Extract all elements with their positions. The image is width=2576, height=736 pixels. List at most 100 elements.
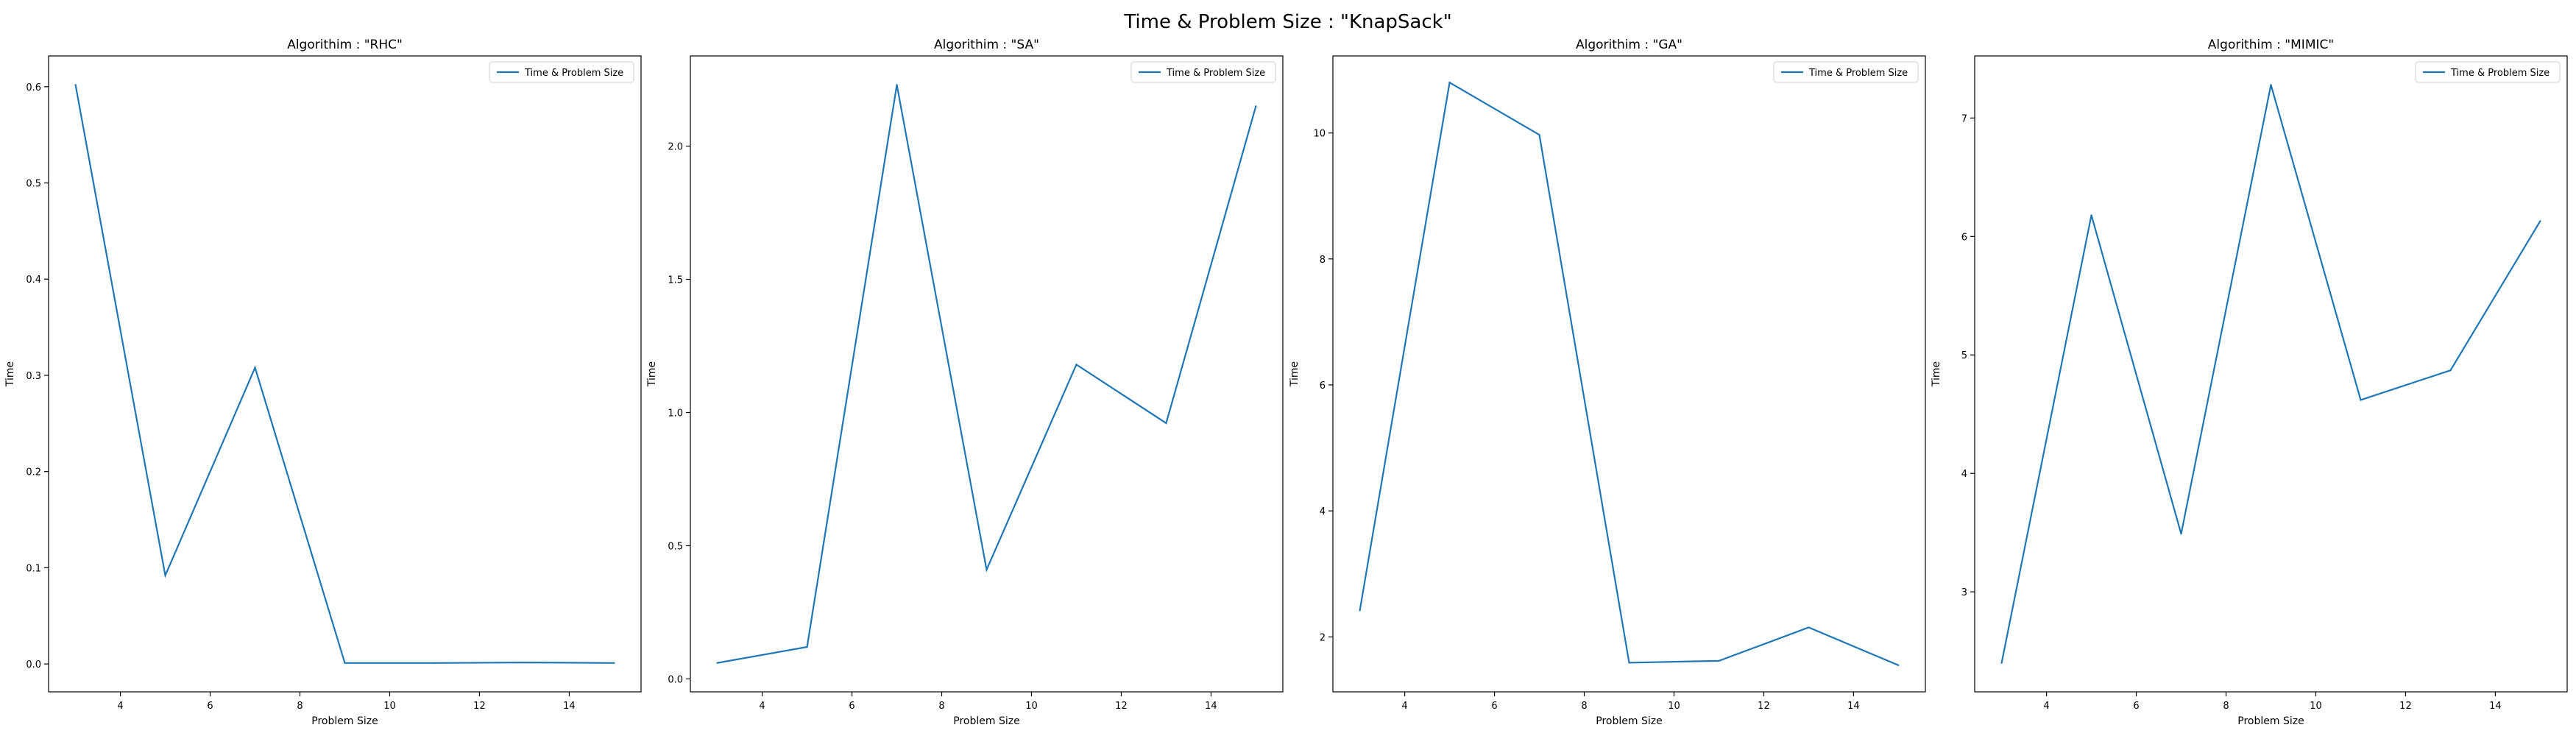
chart-title: Algorithim : "GA" <box>1576 38 1682 52</box>
y-tick-label: 5 <box>1961 350 1967 361</box>
data-point <box>254 367 256 369</box>
x-tick-label: 14 <box>563 701 576 712</box>
chart-panel-2: Algorithim : "SA" 4 6 8 10 12 14 0.0 0.5 1.0 1.5 2.… <box>646 38 1284 727</box>
y-tick-label: 0.3 <box>26 371 41 382</box>
legend-label: Time & Problem Size <box>1808 68 1908 79</box>
y-tick-label: 0.6 <box>26 82 41 93</box>
legend-label: Time & Problem Size <box>2450 68 2550 79</box>
legend-label: Time & Problem Size <box>524 68 623 79</box>
y-tick-label: 7 <box>1961 113 1967 124</box>
x-axis-label: Problem Size <box>311 715 378 727</box>
x-tick-label: 10 <box>1025 701 1038 712</box>
charts-group: Algorithim : "RHC" 4 6 8 10 12 14 0.0 0.1 0.2 0.3 0… <box>4 38 2568 727</box>
chart-panel-4: Algorithim : "MIMIC" 4 6 8 10 12 14 3 4 5 6 7 Proble… <box>1931 38 2568 727</box>
legend: Time & Problem Size <box>2415 61 2561 83</box>
chart-panel-1: Algorithim : "RHC" 4 6 8 10 12 14 0.0 0.1 0.2 0.3 0… <box>4 38 642 727</box>
data-point <box>896 84 898 86</box>
x-tick-label: 14 <box>1205 701 1217 712</box>
plot-area <box>1975 56 2567 692</box>
data-point <box>523 662 526 664</box>
x-axis-label: Problem Size <box>1596 715 1662 727</box>
x-tick-label: 10 <box>383 701 396 712</box>
x-axis-label: Problem Size <box>2237 715 2304 727</box>
data-point <box>2539 220 2541 222</box>
x-tick-label: 4 <box>1401 701 1407 712</box>
y-tick-label: 0.2 <box>26 467 41 478</box>
data-point <box>1165 422 1167 425</box>
legend-box <box>2415 61 2561 83</box>
data-point <box>1359 609 1361 612</box>
x-tick-label: 6 <box>207 701 213 712</box>
legend: Time & Problem Size <box>489 61 634 83</box>
y-tick-label: 0.5 <box>26 179 41 190</box>
x-tick-label: 14 <box>1847 701 1860 712</box>
data-point <box>74 84 77 86</box>
data-point <box>613 662 615 664</box>
data-point <box>2270 84 2272 86</box>
x-tick-label: 8 <box>1581 701 1587 712</box>
legend-box <box>489 61 634 83</box>
y-tick-label: 2 <box>1320 632 1326 643</box>
y-tick-label: 0.5 <box>668 541 683 552</box>
data-point <box>2000 662 2003 664</box>
x-tick-label: 12 <box>1758 701 1770 712</box>
x-tick-label: 14 <box>2489 701 2502 712</box>
chart-title: Algorithim : "RHC" <box>287 38 403 52</box>
y-axis-label: Time <box>1289 361 1301 387</box>
data-point <box>2449 369 2452 372</box>
x-tick-label: 6 <box>2133 701 2139 712</box>
data-point <box>806 645 808 648</box>
x-tick-label: 4 <box>117 701 123 712</box>
x-tick-label: 12 <box>1115 701 1128 712</box>
chart-title: Algorithim : "MIMIC" <box>2208 38 2334 52</box>
y-tick-label: 10 <box>1313 129 1326 140</box>
y-tick-label: 4 <box>1961 469 1967 480</box>
x-tick-label: 4 <box>759 701 765 712</box>
data-point <box>1075 364 1078 366</box>
legend: Time & Problem Size <box>1130 61 1276 83</box>
x-tick-label: 8 <box>2223 701 2229 712</box>
y-axis-label: Time <box>4 361 16 387</box>
x-tick-label: 10 <box>1668 701 1680 712</box>
data-point <box>1255 105 1257 107</box>
data-point <box>1448 82 1451 84</box>
x-tick-label: 6 <box>849 701 854 712</box>
data-point <box>986 568 988 571</box>
y-tick-label: 2.0 <box>668 142 683 153</box>
chart-title: Algorithim : "SA" <box>934 38 1039 52</box>
axes-frame <box>690 55 1284 693</box>
x-tick-label: 8 <box>297 701 302 712</box>
data-point <box>1808 626 1810 629</box>
axes-frame <box>48 55 642 693</box>
chart-panel-3: Algorithim : "GA" 4 6 8 10 12 14 2 4 6 8 10 Problem … <box>1289 38 1926 727</box>
legend: Time & Problem Size <box>1773 61 1919 83</box>
y-tick-label: 6 <box>1961 232 1967 243</box>
y-tick-label: 1.5 <box>668 275 683 286</box>
data-point <box>2090 214 2092 216</box>
x-tick-label: 12 <box>473 701 486 712</box>
legend-box <box>1773 61 1919 83</box>
x-tick-label: 10 <box>2310 701 2322 712</box>
legend-label: Time & Problem Size <box>1166 68 1265 79</box>
y-tick-label: 3 <box>1961 587 1967 598</box>
data-point <box>716 662 718 664</box>
axes-frame <box>1332 55 1926 693</box>
legend-box <box>1130 61 1276 83</box>
x-tick-label: 6 <box>1491 701 1497 712</box>
axes-frame <box>1974 55 2568 693</box>
x-axis-label: Problem Size <box>953 715 1019 727</box>
data-point <box>2180 533 2182 535</box>
plot-area <box>49 56 641 692</box>
data-point <box>1897 664 1900 666</box>
y-tick-label: 1.0 <box>668 408 683 419</box>
y-axis-label: Time <box>646 361 658 387</box>
y-tick-label: 0.1 <box>26 563 41 574</box>
x-tick-label: 8 <box>938 701 944 712</box>
plot-area <box>1333 56 1925 692</box>
y-tick-label: 0.0 <box>668 674 683 685</box>
y-axis-label: Time <box>1931 361 1942 387</box>
y-tick-label: 6 <box>1320 381 1326 392</box>
data-point <box>434 662 436 664</box>
x-tick-label: 4 <box>2043 701 2049 712</box>
